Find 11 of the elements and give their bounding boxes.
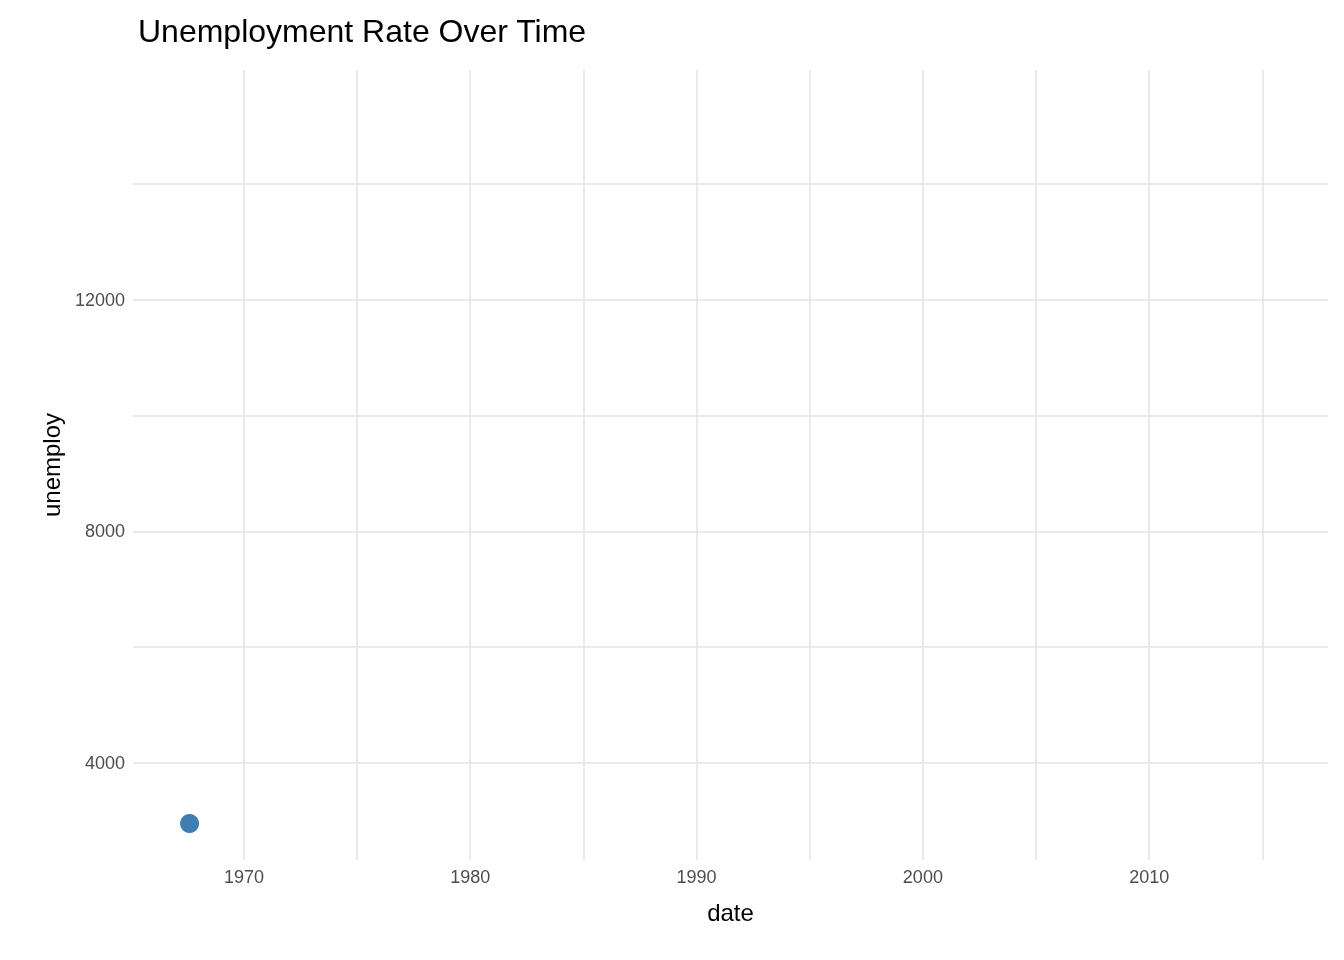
x-tick-label: 1990 <box>676 867 717 887</box>
y-tick-label: 8000 <box>84 521 125 542</box>
x-tick-label: 2000 <box>902 867 943 887</box>
y-tick-label: 12000 <box>74 289 125 310</box>
x-tick-label: 2010 <box>1129 867 1170 887</box>
y-tick-label: 4000 <box>84 752 125 773</box>
chart-title: Unemployment Rate Over Time <box>138 13 587 49</box>
y-axis-title: unemploy <box>37 412 65 518</box>
x-tick-label: 1980 <box>450 867 491 887</box>
x-tick-label: 1970 <box>223 867 264 887</box>
x-axis-title: date <box>707 898 754 926</box>
